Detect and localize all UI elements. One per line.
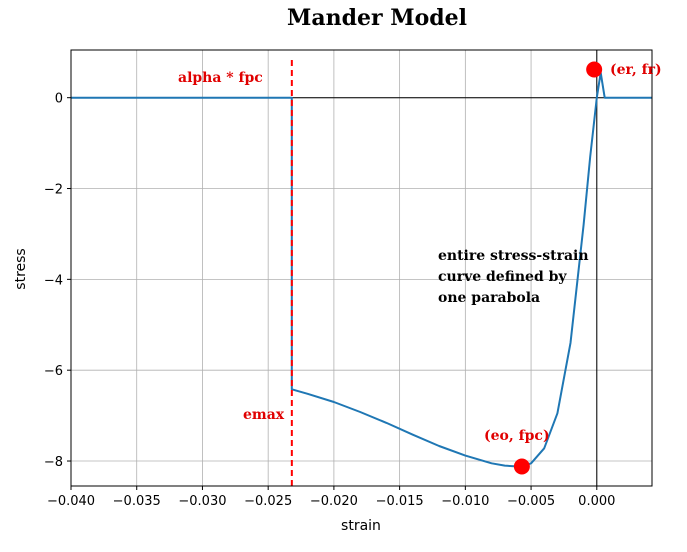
annotation-alpha-fpc: alpha * fpc: [178, 70, 263, 86]
y-ticks: 0 −2 −4 −6 −8: [44, 92, 71, 470]
x-tick-label: −0.040: [47, 494, 95, 509]
marker-eo-fpc: [513, 458, 530, 475]
annotation-note: entire stress-strain curve defined by on…: [438, 248, 593, 306]
series-line: [71, 71, 652, 468]
x-axis-label: strain: [341, 518, 381, 534]
label-er-fr: (er, fr): [610, 62, 662, 78]
note-line-1: entire stress-strain: [438, 248, 589, 264]
x-tick-label: −0.010: [441, 494, 489, 509]
x-tick-label: −0.030: [178, 494, 226, 509]
y-tick-label: −6: [44, 364, 63, 379]
chart-title: Mander Model: [287, 5, 467, 31]
y-axis-label: stress: [13, 248, 29, 289]
zero-lines: [71, 50, 652, 486]
note-line-3: one parabola: [438, 290, 540, 306]
y-tick-label: −8: [44, 455, 63, 470]
y-tick-label: −2: [44, 183, 63, 198]
x-ticks: −0.040 −0.035 −0.030 −0.025 −0.020 −0.015 −0.0…: [47, 486, 615, 509]
marker-er-fr: [586, 61, 603, 78]
x-tick-label: −0.035: [113, 494, 161, 509]
note-line-2: curve defined by: [438, 269, 567, 285]
annotation-emax: emax: [243, 407, 285, 423]
x-tick-label: −0.005: [507, 494, 555, 509]
markers: [513, 61, 603, 475]
plot-frame: [70, 49, 653, 487]
y-tick-label: 0: [55, 92, 63, 107]
label-eo-fpc: (eo, fpc): [484, 428, 550, 444]
x-tick-label: −0.025: [244, 494, 292, 509]
x-tick-label: −0.015: [376, 494, 424, 509]
series: [71, 71, 652, 468]
x-tick-label: −0.020: [310, 494, 358, 509]
y-tick-label: −4: [44, 273, 63, 288]
x-tick-label: 0.000: [578, 494, 615, 509]
grid: [70, 50, 652, 486]
